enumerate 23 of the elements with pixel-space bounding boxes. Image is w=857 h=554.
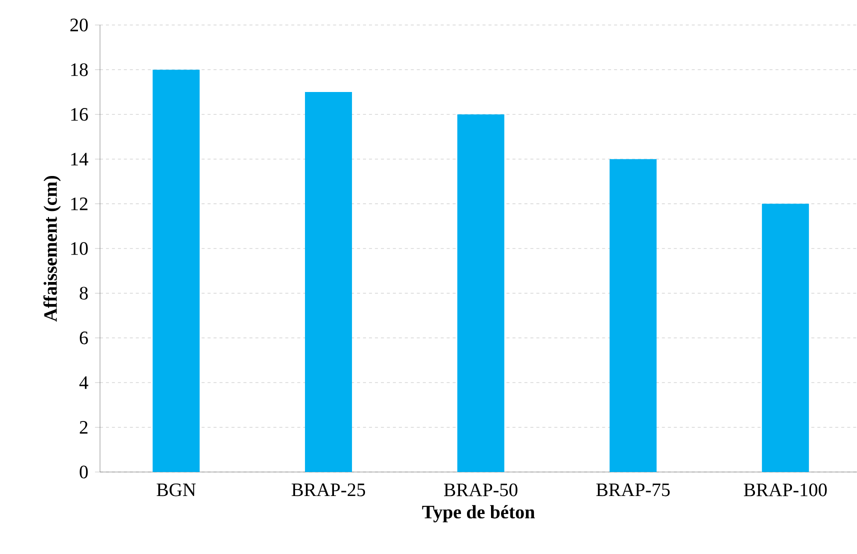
y-tick-label: 6 — [80, 332, 88, 344]
y-tick-label: 8 — [80, 286, 88, 300]
bar — [304, 92, 352, 472]
x-tick-label: BRAP-25 — [292, 484, 366, 496]
x-tick-label: BRAP-50 — [444, 484, 518, 496]
y-tick-label: 10 — [71, 242, 88, 255]
x-axis-title: Type de béton — [422, 505, 535, 522]
y-tick-label: 4 — [79, 376, 88, 389]
bar — [762, 204, 809, 472]
x-tick-label: BRAP-100 — [744, 484, 827, 496]
x-tick-label: BRAP-75 — [596, 484, 670, 496]
y-tick-label: 18 — [71, 63, 88, 76]
y-tick-label: 2 — [80, 421, 88, 434]
bar — [457, 114, 504, 472]
y-tick-label: 0 — [80, 466, 88, 478]
y-tick-label: 14 — [71, 152, 88, 166]
y-tick-label: 12 — [71, 198, 88, 210]
bar — [152, 70, 200, 472]
y-tick-label: 20 — [70, 18, 88, 32]
x-tick-label: BGN — [156, 484, 196, 496]
bar — [610, 159, 657, 472]
y-axis-title: Affaissement (cm) — [43, 176, 61, 322]
y-tick-label: 16 — [71, 108, 88, 121]
